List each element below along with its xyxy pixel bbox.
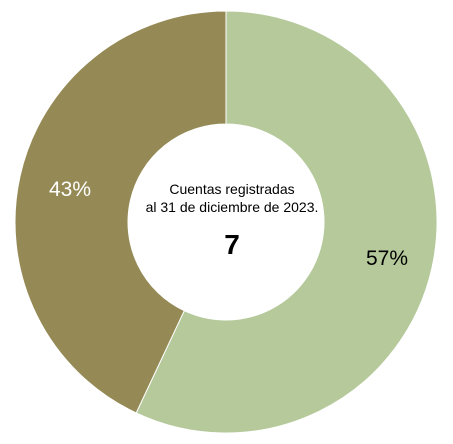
donut-slice-57	[135, 10, 438, 434]
slice-label-57: 57%	[366, 247, 409, 270]
donut-slice-43	[14, 10, 227, 414]
center-caption-line1: Cuentas registradas	[169, 181, 295, 197]
center-count: 7	[224, 229, 240, 260]
slice-label-43: 43%	[49, 178, 92, 201]
center-caption-line2: al 31 de diciembre de 2023.	[145, 199, 319, 215]
